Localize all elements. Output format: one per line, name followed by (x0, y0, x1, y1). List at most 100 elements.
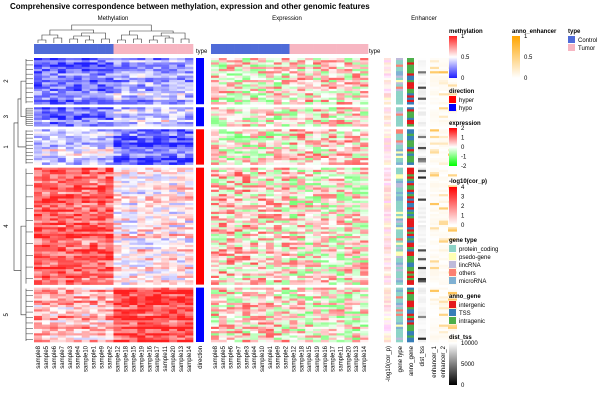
dist-tss-cell (418, 264, 426, 268)
enhancer-cell (439, 174, 448, 177)
methylation-cell (105, 162, 114, 165)
expression-cell (360, 242, 369, 246)
expression-cell (234, 218, 243, 221)
expression-cell (313, 71, 322, 74)
methylation-cell (81, 227, 90, 230)
methylation-cell (105, 60, 114, 63)
methylation-cell (137, 86, 146, 90)
methylation-cell (169, 251, 178, 255)
expression-cell (328, 216, 337, 219)
methylation-cell (177, 95, 186, 98)
enhancer-cell (448, 77, 457, 81)
expression-cell (218, 207, 227, 210)
expression-cell (320, 71, 330, 74)
dist-tss-cell (418, 280, 426, 283)
methylation-cell (105, 58, 114, 61)
methylation-cell (81, 218, 90, 221)
enhancer-cell (430, 249, 439, 252)
expression-cell (226, 222, 235, 226)
expression-cell (352, 296, 361, 299)
expression-cell (289, 200, 298, 204)
methylation-cell (97, 298, 106, 301)
anno-gene-cell (407, 275, 414, 279)
expression-cell (336, 162, 345, 165)
expression-cell (336, 273, 345, 277)
methylation-cell (121, 144, 130, 148)
methylation-cell (153, 160, 162, 163)
methylation-cell (65, 172, 75, 175)
expression-cell (258, 111, 267, 114)
expression-cell (218, 93, 227, 96)
expression-cell (218, 236, 227, 239)
enhancer-cell (439, 155, 448, 159)
methylation-cell (89, 185, 98, 188)
anno-gene-cell (407, 225, 414, 228)
expression-cell (289, 167, 298, 171)
expression-cell (234, 178, 243, 182)
gene-type-cell (396, 271, 403, 274)
methylation-cell (113, 198, 122, 202)
methylation-cell (65, 233, 75, 237)
methylation-cell (97, 162, 106, 165)
expression-cell (328, 183, 337, 186)
expression-cell (242, 213, 251, 217)
anno-gene-cell (407, 62, 414, 65)
expression-cell (218, 196, 227, 199)
expression-cell (250, 73, 259, 76)
expression-cell (336, 198, 345, 202)
methylation-cell (81, 174, 90, 177)
methylation-cell (129, 84, 138, 87)
expression-cell (336, 242, 345, 246)
methylation-cell (113, 236, 122, 239)
methylation-cell (177, 209, 186, 213)
enhancer-cell (439, 296, 448, 299)
expression-cell (226, 202, 235, 206)
expression-cell (265, 294, 275, 297)
cor-p-cell (384, 229, 391, 232)
expression-cell (218, 202, 227, 206)
expression-cell (218, 155, 227, 159)
expression-cell (352, 294, 361, 297)
expression-cell (297, 93, 306, 96)
anno-gene-cell (407, 84, 414, 87)
expression-cell (250, 138, 259, 141)
methylation-cell (89, 200, 98, 204)
expression-cell (226, 129, 235, 132)
methylation-cell (41, 244, 51, 248)
expression-cell (226, 113, 235, 117)
expression-cell (234, 249, 243, 252)
methylation-cell (105, 160, 114, 163)
methylation-cell (57, 97, 67, 101)
expression-cell (344, 129, 353, 132)
methylation-cell (153, 296, 162, 299)
anno-gene-cell (407, 111, 414, 114)
methylation-cell (105, 93, 114, 96)
expression-cell (305, 194, 314, 197)
methylation-cell (161, 264, 170, 268)
methylation-cell (65, 82, 75, 85)
expression-cell (211, 262, 220, 266)
expression-cell (289, 185, 298, 188)
gene-type-cell (396, 183, 403, 186)
methylation-cell (105, 91, 114, 94)
expression-cell (234, 260, 243, 263)
expression-cell (313, 202, 322, 206)
expression-cell (273, 153, 282, 157)
anno-gene-cell (407, 95, 414, 98)
expression-cell (281, 273, 290, 277)
methylation-cell (65, 222, 75, 226)
expression-cell (305, 140, 314, 143)
methylation-cell (34, 58, 43, 61)
expression-cell (265, 185, 275, 188)
expression-cell (265, 138, 275, 141)
expression-cell (273, 71, 282, 74)
expression-cell (234, 138, 243, 141)
expression-cell (289, 162, 298, 165)
expression-cell (344, 269, 353, 272)
expression-cell (297, 140, 306, 143)
expression-cell (344, 282, 353, 285)
expression-cell (211, 160, 220, 163)
methylation-cell (113, 140, 122, 143)
methylation-cell (49, 233, 59, 237)
expression-cell (265, 255, 275, 259)
